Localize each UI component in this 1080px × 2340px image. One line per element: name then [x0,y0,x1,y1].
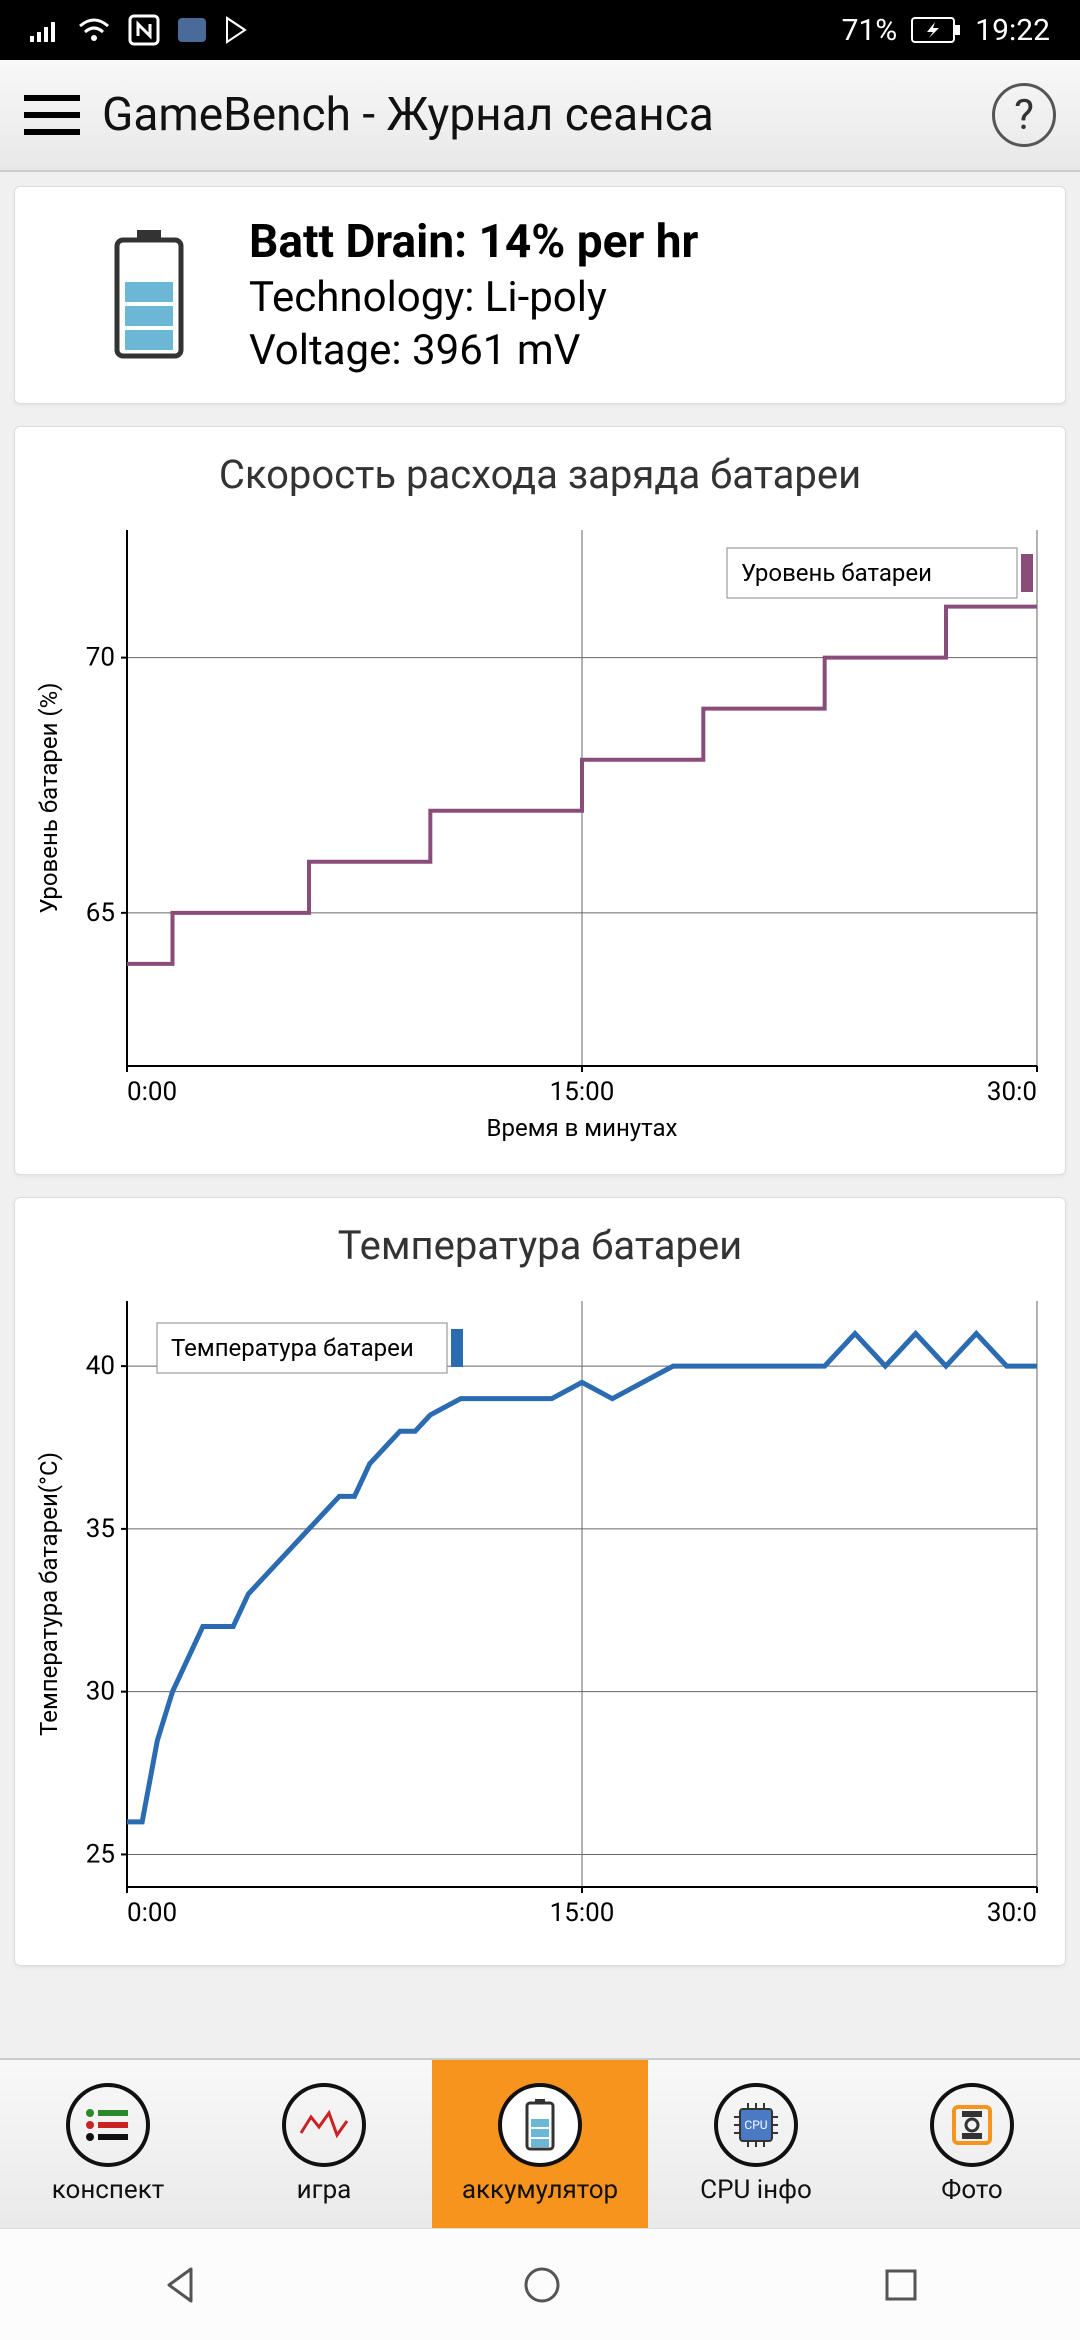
tab-battery-label: аккумулятор [462,2175,618,2205]
svg-text:Время в минутах: Время в минутах [487,1114,678,1142]
clock: 19:22 [975,13,1050,48]
help-button[interactable]: ? [992,83,1056,147]
tab-cpu-label: CPU інфо [700,2175,812,2205]
chart1: 65 70 0:00 15:00 30:0 Уровень батареи (%) Врем… [31,514,1049,1154]
battery-charge-icon [911,17,961,43]
app-title: GameBench - Журнал сеанса [102,88,992,142]
svg-text:CPU: CPU [744,2118,767,2132]
svg-text:15:00: 15:00 [550,1898,615,1928]
svg-text:15:00: 15:00 [550,1077,615,1107]
recent-button[interactable] [881,2265,921,2305]
svg-text:Уровень батареи (%): Уровень батареи (%) [35,682,63,913]
cpu-icon: CPU [714,2083,798,2167]
tab-summary[interactable]: конспект [0,2060,216,2228]
tab-photo-label: Фото [941,2175,1002,2205]
app-icon [178,18,206,42]
svg-text:70: 70 [86,643,115,673]
tab-summary-label: конспект [52,2175,165,2205]
svg-text:0:00: 0:00 [127,1077,177,1107]
svg-text:30:0: 30:0 [987,1077,1037,1107]
svg-text:25: 25 [86,1839,115,1869]
battery-icon [49,230,249,360]
svg-text:Температура батареи(°C): Температура батареи(°C) [35,1452,63,1736]
content: Batt Drain: 14% per hr Technology: Li-po… [0,172,1080,2002]
tab-game[interactable]: игра [216,2060,432,2228]
battery-drain-chart-card: Скорость расхода заряда батареи 65 70 0:00… [14,426,1066,1175]
battery-percent: 71% [842,13,898,48]
drain-label: Batt Drain: 14% per hr [249,215,1031,269]
nfc-icon [128,14,160,46]
photo-icon [930,2083,1014,2167]
tab-game-label: игра [297,2175,352,2205]
svg-text:30:0: 30:0 [987,1898,1037,1928]
battery-info-text: Batt Drain: 14% per hr Technology: Li-po… [249,215,1031,375]
signal-icon [30,18,60,42]
tab-cpu[interactable]: CPU CPU інфо [648,2060,864,2228]
menu-button[interactable] [24,95,80,135]
battery-tab-icon [498,2083,582,2167]
svg-text:40: 40 [86,1351,115,1381]
app-bar: GameBench - Журнал сеанса ? [0,60,1080,172]
svg-text:35: 35 [86,1514,115,1544]
status-right: 71% 19:22 [842,13,1050,48]
svg-text:Температура батареи: Температура батареи [171,1334,414,1362]
game-icon [282,2083,366,2167]
bottom-tabs: конспект игра аккумулятор CPU CPU інфо Ф… [0,2058,1080,2228]
chart2: 25 30 35 40 0:00 15:00 30:0 Температура батареи… [31,1285,1049,1945]
summary-icon [66,2083,150,2167]
tab-battery[interactable]: аккумулятор [432,2060,648,2228]
status-bar: 71% 19:22 [0,0,1080,60]
svg-text:0:00: 0:00 [127,1898,177,1928]
play-icon [224,16,248,44]
battery-info-card: Batt Drain: 14% per hr Technology: Li-po… [14,186,1066,404]
technology-label: Technology: Li-poly [249,273,1031,322]
battery-temp-chart-card: Температура батареи 25 30 35 40 0:00 15:00 30:… [14,1197,1066,1966]
svg-text:Уровень батареи: Уровень батареи [741,559,932,587]
svg-text:65: 65 [86,898,115,928]
status-left-icons [30,14,248,46]
wifi-icon [78,18,110,42]
back-button[interactable] [159,2263,203,2307]
tab-photo[interactable]: Фото [864,2060,1080,2228]
chart2-title: Температура батареи [31,1222,1049,1269]
home-button[interactable] [520,2263,564,2307]
chart1-title: Скорость расхода заряда батареи [31,451,1049,498]
svg-text:30: 30 [86,1677,115,1707]
voltage-label: Voltage: 3961 mV [249,326,1031,375]
system-nav-bar [0,2228,1080,2340]
